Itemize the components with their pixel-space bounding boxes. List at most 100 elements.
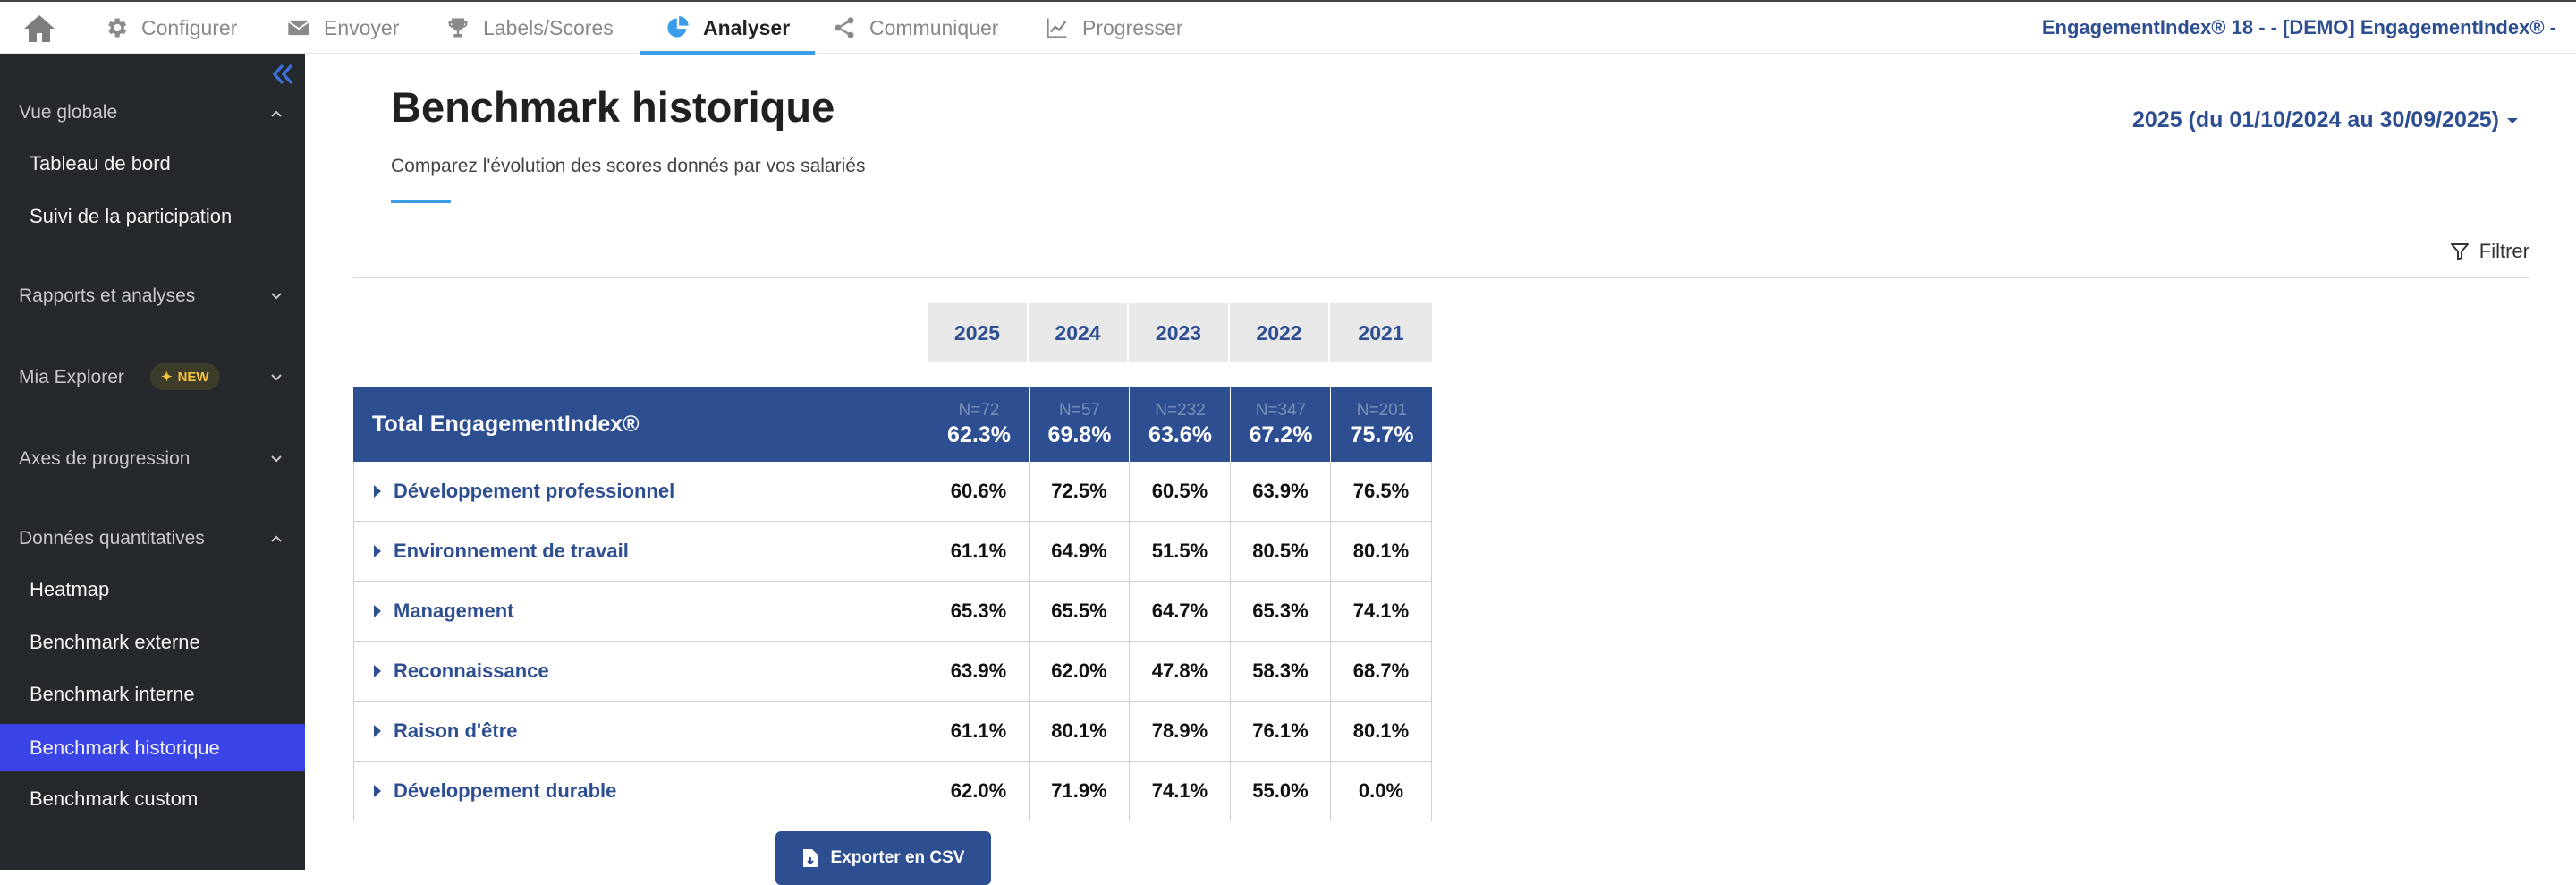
total-label: Total EngagementIndex®	[372, 411, 640, 437]
row-label[interactable]: Management	[374, 582, 513, 641]
sidebar-item-benchmark-historique[interactable]: Benchmark historique	[0, 724, 305, 771]
section-axes-progression[interactable]: Axes de progression	[19, 448, 191, 469]
caret-right-icon	[374, 485, 381, 498]
table-row[interactable]: Environnement de travail 61.1% 64.9% 51.…	[353, 522, 1432, 582]
row-label-text: Raison d'être	[394, 719, 518, 742]
sidebar-item-benchmark-externe[interactable]: Benchmark externe	[30, 630, 200, 653]
caret-right-icon	[374, 785, 381, 797]
table-row[interactable]: Développement durable 62.0% 71.9% 74.1% …	[353, 762, 1432, 821]
score-cell: 80.1%	[1029, 702, 1129, 761]
sidebar-item-suivi-participation[interactable]: Suivi de la participation	[30, 204, 233, 227]
score-cell: 64.9%	[1029, 522, 1129, 581]
score-cell: 62.0%	[928, 762, 1029, 821]
share-icon	[835, 17, 854, 38]
score-cell: 80.5%	[1230, 522, 1330, 581]
total-score: 75.7%	[1350, 421, 1414, 447]
total-score: 69.8%	[1047, 421, 1112, 447]
page-title: Benchmark historique	[391, 83, 835, 131]
score-cell: 65.3%	[928, 582, 1029, 641]
score-cell: 58.3%	[1230, 642, 1330, 701]
score-cell: 68.7%	[1330, 642, 1431, 701]
row-label[interactable]: Développement durable	[374, 762, 616, 821]
new-badge: ✦ NEW	[150, 363, 220, 390]
sidebar-item-tableau-de-bord[interactable]: Tableau de bord	[30, 151, 171, 174]
score-cell: 63.9%	[928, 642, 1029, 701]
respondent-count: N=57	[1059, 400, 1100, 420]
score-cell: 72.5%	[1029, 462, 1129, 521]
divider	[353, 277, 2529, 278]
filter-icon	[2450, 243, 2469, 260]
row-label-text: Reconnaissance	[394, 659, 549, 682]
tab-label: Communiquer	[869, 15, 999, 39]
chevron-down-icon[interactable]	[268, 451, 284, 467]
home-icon[interactable]	[21, 13, 57, 45]
respondent-count: N=347	[1255, 400, 1307, 420]
tab-communiquer[interactable]: Communiquer	[832, 2, 998, 54]
row-label[interactable]: Raison d'être	[374, 702, 518, 761]
title-underline	[391, 200, 451, 203]
chevron-up-icon[interactable]	[268, 531, 284, 547]
total-cell: N=232 63.6%	[1129, 387, 1231, 462]
year-header-2023: 2023	[1129, 303, 1230, 362]
chevron-down-icon[interactable]	[268, 288, 284, 304]
total-cell: N=57 69.8%	[1029, 387, 1130, 462]
table-row[interactable]: Reconnaissance 63.9% 62.0% 47.8% 58.3% 6…	[353, 642, 1432, 702]
section-mia-explorer[interactable]: Mia Explorer	[19, 367, 124, 387]
new-badge-label: NEW	[177, 369, 209, 385]
tab-envoyer[interactable]: Envoyer	[286, 2, 399, 54]
row-label[interactable]: Développement professionnel	[374, 462, 674, 521]
tab-configurer[interactable]: Configurer	[104, 2, 237, 54]
total-score: 67.2%	[1249, 421, 1313, 447]
total-score: 63.6%	[1148, 421, 1212, 447]
active-tab-indicator	[640, 51, 816, 55]
period-label: 2025 (du 01/10/2024 au 30/09/2025)	[2131, 107, 2499, 132]
section-rapports-analyses[interactable]: Rapports et analyses	[19, 285, 196, 306]
score-cell: 61.1%	[928, 702, 1029, 761]
row-label-text: Développement professionnel	[394, 480, 675, 502]
section-vue-globale[interactable]: Vue globale	[19, 102, 118, 123]
row-label-text: Développement durable	[394, 779, 617, 802]
chevron-down-icon[interactable]	[268, 370, 284, 386]
organization-selector[interactable]: EngagementIndex® 18 - - [DEMO] Engagemen…	[2041, 16, 2556, 38]
collapse-sidebar-icon[interactable]	[267, 59, 298, 89]
sidebar-item-heatmap[interactable]: Heatmap	[30, 577, 110, 600]
tab-analyser[interactable]: Analyser	[640, 2, 816, 55]
row-label-text: Management	[394, 600, 514, 622]
score-cell: 74.1%	[1330, 582, 1431, 641]
table-row[interactable]: Raison d'être 61.1% 80.1% 78.9% 76.1% 80…	[353, 702, 1432, 762]
chevron-up-icon[interactable]	[268, 106, 284, 122]
page-subtitle: Comparez l'évolution des scores donnés p…	[391, 156, 866, 176]
row-label[interactable]: Environnement de travail	[374, 522, 629, 581]
filter-button[interactable]: Filtrer	[2449, 240, 2529, 263]
top-navigation: Configurer Envoyer Labels/Scores Analyse…	[0, 0, 2576, 55]
tab-label: Configurer	[141, 15, 238, 39]
total-cell: N=347 67.2%	[1230, 387, 1331, 462]
sidebar-item-benchmark-custom[interactable]: Benchmark custom	[30, 787, 199, 810]
section-donnees-quantitatives[interactable]: Données quantitatives	[19, 528, 205, 549]
filter-label: Filtrer	[2479, 240, 2529, 262]
row-label-text: Environnement de travail	[394, 540, 629, 562]
row-label[interactable]: Reconnaissance	[374, 642, 549, 701]
table-row[interactable]: Développement professionnel 60.6% 72.5% …	[353, 462, 1432, 522]
caret-down-icon	[2507, 117, 2518, 123]
score-cell: 60.5%	[1129, 462, 1230, 521]
score-cell: 63.9%	[1230, 462, 1330, 521]
line-chart-icon	[1046, 18, 1067, 38]
score-cell: 65.5%	[1029, 582, 1129, 641]
export-csv-button[interactable]: Exporter en CSV	[775, 831, 991, 885]
score-cell: 78.9%	[1129, 702, 1230, 761]
sidebar-item-benchmark-interne[interactable]: Benchmark interne	[30, 682, 195, 705]
total-cell: N=201 75.7%	[1330, 387, 1433, 462]
table-row[interactable]: Management 65.3% 65.5% 64.7% 65.3% 74.1%	[353, 582, 1432, 642]
year-header-2024: 2024	[1029, 303, 1129, 362]
tab-label: Labels/Scores	[483, 15, 614, 39]
period-selector[interactable]: 2025 (du 01/10/2024 au 30/09/2025)	[2132, 107, 2519, 133]
total-score: 62.3%	[947, 421, 1011, 447]
tab-label: Progresser	[1082, 15, 1183, 39]
sparkle-icon: ✦	[161, 370, 173, 385]
score-cell: 64.7%	[1129, 582, 1230, 641]
tab-progresser[interactable]: Progresser	[1045, 2, 1182, 54]
export-label: Exporter en CSV	[830, 848, 965, 867]
caret-right-icon	[374, 725, 381, 737]
tab-labels-scores[interactable]: Labels/Scores	[445, 2, 614, 54]
